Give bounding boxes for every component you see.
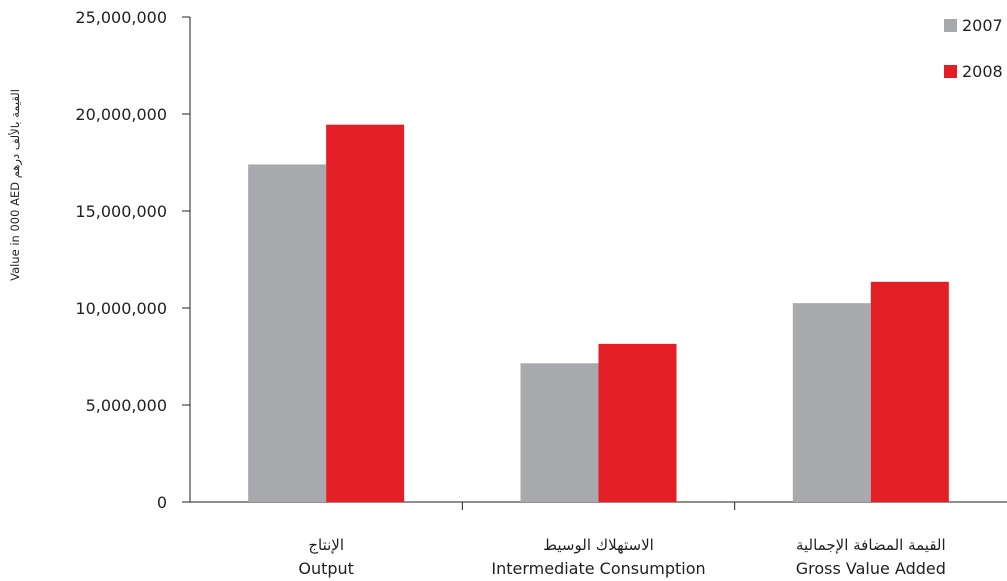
y-tick-label: 10,000,000: [75, 299, 167, 318]
category-label-ar: القيمة المضافة الإجمالية: [796, 536, 946, 554]
y-tick-label: 20,000,000: [75, 105, 167, 124]
bar-2007-3: [792, 303, 871, 502]
y-tick-label: 25,000,000: [75, 8, 167, 27]
legend-swatch-2008: [944, 65, 957, 78]
category-labels: الإنتاج Output الاستهلاك الوسيط Intermediat…: [298, 536, 946, 578]
bar-2007-1: [248, 164, 327, 502]
category-label-en: Gross Value Added: [796, 559, 946, 578]
legend-label-2007: 2007: [962, 16, 1003, 35]
category-label-ar: الاستهلاك الوسيط: [543, 536, 654, 554]
bars: [248, 124, 949, 503]
y-tick-label: 5,000,000: [86, 396, 167, 415]
legend-swatch-2007: [944, 19, 957, 32]
category-label-en: Output: [298, 559, 354, 578]
bar-2007-2: [520, 363, 599, 502]
legend: 2007 2008: [944, 16, 1003, 81]
y-tick-label: 0: [157, 493, 167, 512]
legend-label-2008: 2008: [962, 62, 1003, 81]
y-axis-label: Value in 000 AED القيمة بالألف درهم: [8, 89, 23, 281]
bar-2008-3: [870, 281, 949, 502]
bar-2008-2: [598, 343, 677, 502]
category-label-ar: الإنتاج: [308, 536, 344, 555]
bar-2008-1: [326, 124, 405, 503]
category-label-en: Intermediate Consumption: [491, 559, 705, 578]
y-axis: 0 5,000,000 10,000,000 15,000,000 20,000,000…: [75, 8, 191, 512]
x-axis: [190, 501, 1007, 510]
y-tick-label: 15,000,000: [75, 202, 167, 221]
